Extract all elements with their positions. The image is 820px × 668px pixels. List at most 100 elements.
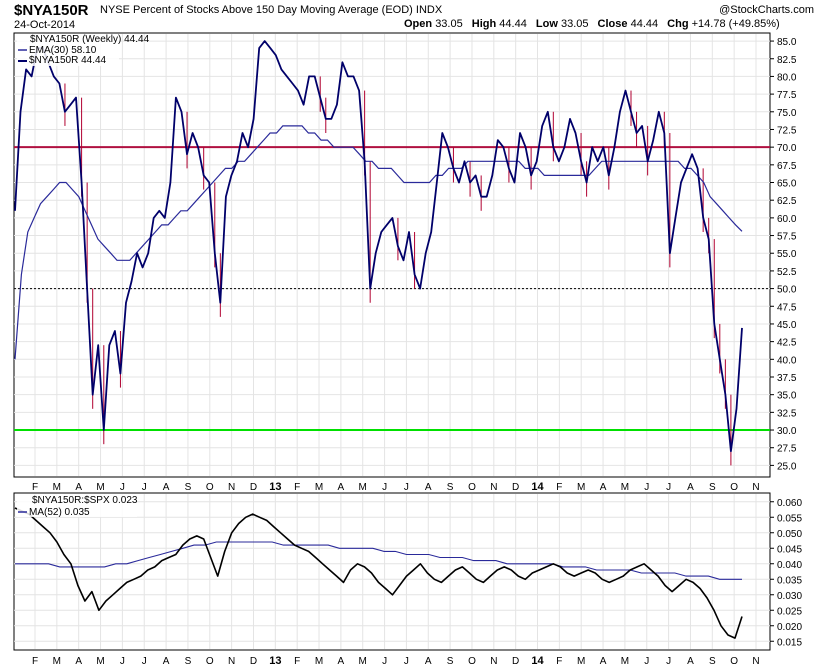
x-tick-label: A — [75, 482, 82, 493]
upper-panel: 85.0 82.5 80.0 77.5 75.0 72.5 70.0 67.5 65.0 62.5… — [13, 32, 797, 493]
x-tick-label: M — [53, 656, 61, 667]
y-tick-label: 77.5 — [777, 90, 797, 101]
price-line — [14, 40, 743, 453]
y-tick-label: 35.0 — [777, 391, 797, 402]
x-tick-label: N — [490, 482, 497, 493]
x-tick-label: A — [600, 482, 607, 493]
close-value: 44.44 — [630, 18, 659, 30]
x-tick-label: 13 — [269, 655, 281, 667]
y-tick-label: 65.0 — [777, 179, 797, 190]
x-tick-label: M — [577, 656, 585, 667]
y-tick-label: 0.040 — [777, 560, 802, 571]
high-value: 44.44 — [499, 18, 527, 30]
x-tick-label: S — [447, 482, 454, 493]
x-tick-label: O — [730, 482, 738, 493]
upper-panel-frame — [13, 32, 771, 478]
y-tick-label: 0.035 — [777, 575, 802, 586]
ohlc-readout: Open 33.05 High 44.44 Low 33.05 Close 44… — [398, 18, 780, 30]
y-tick-label: 67.5 — [777, 161, 797, 172]
upper-grid — [14, 34, 770, 476]
lower-panel-frame — [13, 492, 771, 651]
ratio-line — [14, 507, 743, 639]
x-tick-label: J — [404, 656, 409, 667]
x-tick-label: 14 — [531, 655, 544, 667]
x-tick-label: O — [206, 656, 214, 667]
x-tick-label: J — [142, 656, 147, 667]
x-tick-label: N — [228, 482, 235, 493]
x-tick-label: F — [556, 656, 562, 667]
y-tick-label: 57.5 — [777, 232, 797, 243]
y-tick-label: 32.5 — [777, 408, 797, 419]
y-tick-label: 62.5 — [777, 196, 797, 207]
y-tick-label: 0.015 — [777, 637, 802, 648]
legend-background — [17, 34, 119, 66]
close-label: Close — [597, 18, 628, 30]
x-tick-label: J — [120, 656, 125, 667]
x-tick-label: F — [294, 482, 300, 493]
y-tick-label: 52.5 — [777, 267, 797, 278]
x-tick-label: S — [709, 482, 716, 493]
lower-y-axis: 0.060 0.055 0.050 0.045 0.040 0.035 0.030 0.025… — [770, 498, 802, 648]
legend-ema-label: EMA(30) 58.10 — [29, 45, 97, 56]
open-value: 33.05 — [435, 18, 463, 30]
y-tick-label: 37.5 — [777, 373, 797, 384]
x-tick-label: A — [687, 482, 694, 493]
x-tick-label: S — [185, 656, 192, 667]
y-tick-label: 0.050 — [777, 529, 802, 540]
x-tick-label: N — [490, 656, 497, 667]
y-tick-label: 0.025 — [777, 606, 802, 617]
chart-date: 24-Oct-2014 — [14, 19, 76, 31]
x-tick-label: D — [512, 482, 519, 493]
low-value: 33.05 — [560, 18, 589, 30]
exchange: INDX — [415, 4, 443, 16]
y-tick-label: 72.5 — [777, 125, 797, 136]
x-tick-label: O — [730, 656, 738, 667]
lower-legend: $NYA150R:$SPX 0.023 MA(52) 0.035 — [17, 494, 138, 518]
x-tick-label: F — [556, 482, 562, 493]
y-tick-label: 30.0 — [777, 426, 797, 437]
x-tick-label: 14 — [531, 481, 544, 493]
x-tick-label: J — [382, 656, 387, 667]
x-tick-label: M — [621, 656, 629, 667]
open-label: Open — [404, 18, 433, 30]
x-tick-label: D — [512, 656, 519, 667]
x-tick-label: M — [53, 482, 61, 493]
lower-series — [14, 507, 743, 639]
x-tick-label: A — [600, 656, 607, 667]
x-tick-label: M — [621, 482, 629, 493]
x-tick-label: O — [468, 482, 476, 493]
x-tick-label: J — [666, 482, 671, 493]
upper-y-axis: 85.0 82.5 80.0 77.5 75.0 72.5 70.0 67.5 65.0 62.5… — [770, 37, 797, 472]
x-tick-label: N — [228, 656, 235, 667]
x-tick-label: M — [359, 482, 367, 493]
x-tick-label: M — [315, 482, 323, 493]
y-tick-label: 50.0 — [777, 285, 797, 296]
x-tick-label: A — [687, 656, 694, 667]
x-tick-label: D — [250, 482, 257, 493]
x-tick-label: M — [359, 656, 367, 667]
x-tick-label: S — [447, 656, 454, 667]
x-tick-label: M — [315, 656, 323, 667]
low-label: Low — [535, 18, 558, 30]
x-tick-label: M — [96, 656, 104, 667]
upper-x-axis: F M A M J J A S O N D 13 F M A M J J A S O N D 14 F M A M J J A S O N — [32, 481, 760, 493]
chg-label: Chg — [667, 18, 689, 30]
y-tick-label: 25.0 — [777, 461, 797, 472]
x-tick-label: A — [163, 656, 170, 667]
y-tick-label: 0.030 — [777, 591, 802, 602]
y-tick-label: 45.0 — [777, 320, 797, 331]
y-tick-label: 75.0 — [777, 108, 797, 119]
y-tick-label: 42.5 — [777, 338, 797, 349]
y-tick-label: 82.5 — [777, 55, 797, 66]
upper-reference-lines — [14, 146, 770, 432]
x-tick-label: A — [425, 656, 432, 667]
x-tick-label: A — [338, 656, 345, 667]
y-tick-label: 27.5 — [777, 444, 797, 455]
legend-ratio-label: $NYA150R:$SPX 0.023 — [32, 495, 138, 506]
y-tick-label: 60.0 — [777, 214, 797, 225]
y-tick-label: 55.0 — [777, 249, 797, 260]
y-tick-label: 0.045 — [777, 544, 802, 555]
x-tick-label: M — [577, 482, 585, 493]
upper-legend: $NYA150R (Weekly) 44.44 EMA(30) 58.10 $N… — [17, 34, 150, 66]
